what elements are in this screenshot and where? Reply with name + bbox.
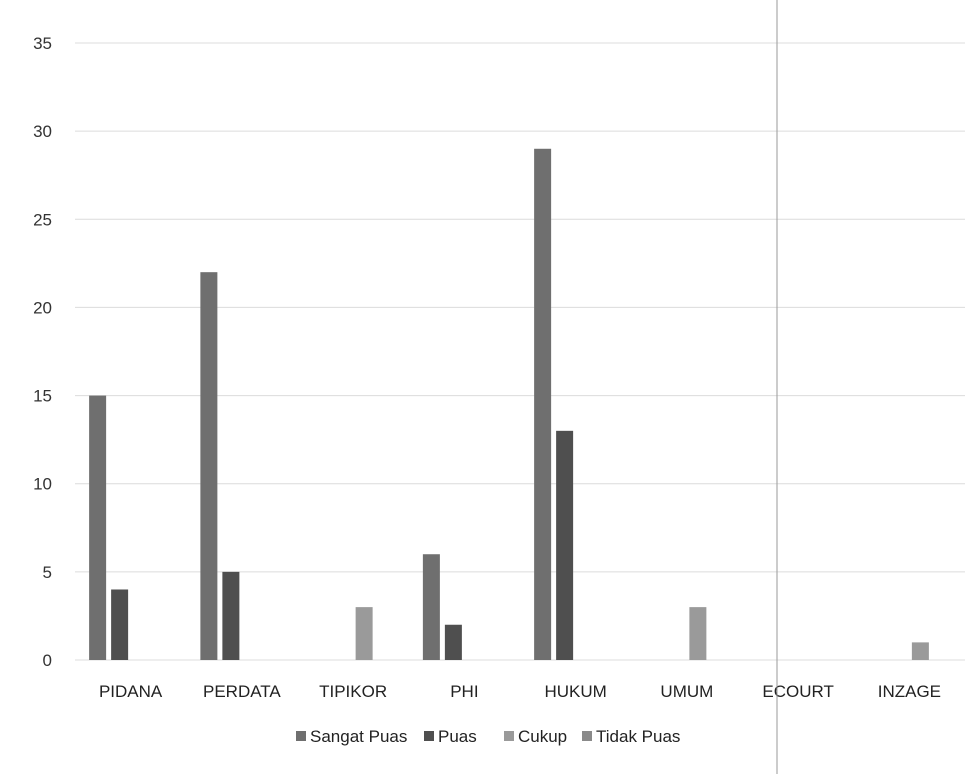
bar-pidana-sangat-puas <box>89 395 107 660</box>
y-tick-label: 30 <box>33 122 52 141</box>
x-category-label: INZAGE <box>878 682 941 701</box>
x-category-label: PIDANA <box>99 682 163 701</box>
bar-phi-sangat-puas <box>422 554 440 660</box>
bars <box>89 148 929 660</box>
x-category-label: PHI <box>450 682 478 701</box>
bar-umum-cukup <box>689 607 707 660</box>
bar-hukum-puas <box>556 430 574 660</box>
y-tick-label: 35 <box>33 34 52 53</box>
legend-swatch <box>504 731 514 741</box>
y-tick-label: 5 <box>43 563 52 582</box>
y-tick-label: 20 <box>33 298 52 317</box>
bar-hukum-sangat-puas <box>534 148 552 660</box>
x-axis-categories: PIDANA PERDATA TIPIKOR PHI HUKUM UMUM ECOURT IN… <box>99 682 941 701</box>
legend-label: Cukup <box>518 727 567 746</box>
bar-pidana-puas <box>111 589 129 660</box>
y-tick-label: 15 <box>33 387 52 406</box>
bar-perdata-sangat-puas <box>200 272 218 660</box>
legend-swatch <box>424 731 434 741</box>
y-tick-label: 10 <box>33 475 52 494</box>
bar-phi-puas <box>444 624 462 660</box>
x-category-label: TIPIKOR <box>319 682 387 701</box>
legend-label: Tidak Puas <box>596 727 680 746</box>
legend-label: Puas <box>438 727 477 746</box>
x-category-label: UMUM <box>660 682 713 701</box>
y-tick-label: 25 <box>33 210 52 229</box>
y-tick-label: 0 <box>43 651 52 670</box>
x-category-label: ECOURT <box>762 682 833 701</box>
x-category-label: PERDATA <box>203 682 281 701</box>
bar-perdata-puas <box>222 571 240 660</box>
bar-tipikor-cukup <box>355 607 373 660</box>
legend-swatch <box>582 731 592 741</box>
legend-swatch <box>296 731 306 741</box>
legend-label: Sangat Puas <box>310 727 407 746</box>
legend: Sangat Puas Puas Cukup Tidak Puas <box>296 727 680 746</box>
y-axis-ticks: 0 5 10 15 20 25 30 35 <box>33 34 52 670</box>
x-category-label: HUKUM <box>544 682 606 701</box>
bar-inzage-cukup <box>911 642 929 660</box>
